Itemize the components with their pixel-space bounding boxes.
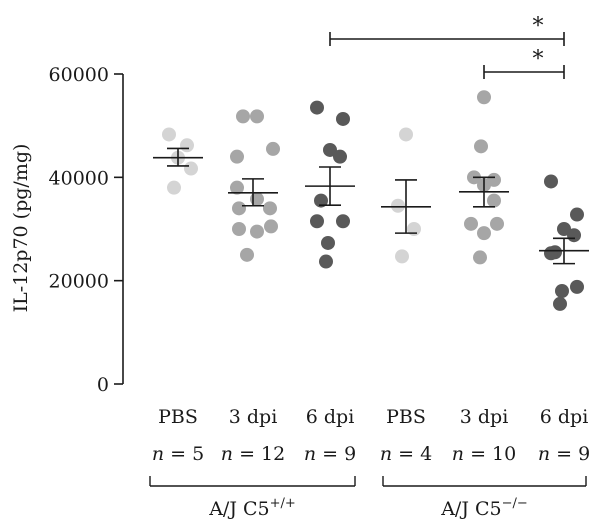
data-point <box>230 180 244 195</box>
data-point <box>473 250 487 265</box>
significance-label: * <box>533 47 544 72</box>
data-point <box>477 90 491 105</box>
data-point <box>544 174 558 189</box>
data-point <box>570 207 584 222</box>
data-point <box>167 180 181 195</box>
data-point <box>321 235 335 250</box>
significance-label: * <box>533 14 544 39</box>
data-point <box>240 247 254 262</box>
sample-size-label: n = 5 <box>152 443 204 465</box>
genotype-label: A/J C5−/− <box>440 496 528 520</box>
data-point <box>557 222 571 236</box>
y-axis: 0 20000 40000 60000 <box>49 64 124 396</box>
data-point <box>232 222 246 236</box>
data-point <box>477 226 491 241</box>
category-label: 6 dpi <box>540 406 589 428</box>
y-tick-label: 20000 <box>49 271 109 293</box>
data-point <box>236 109 250 124</box>
data-point <box>474 139 488 154</box>
sample-size-label: n = 10 <box>452 443 516 465</box>
data-point <box>395 249 409 264</box>
significance-bars: ** <box>329 14 565 79</box>
data-point <box>490 216 504 231</box>
data-point <box>314 193 328 208</box>
data-point <box>336 111 350 126</box>
sample-size-label: n = 9 <box>304 443 356 465</box>
data-point <box>180 138 194 153</box>
data-point <box>250 224 264 239</box>
category-labels: PBS n = 5 3 dpi n = 12 6 dpi n = 9 PBS n = 4 3 d… <box>152 406 590 465</box>
data-point <box>323 142 337 157</box>
y-axis-label: IL-12p70 (pg/mg) <box>10 144 32 313</box>
data-point <box>310 214 324 229</box>
data-point <box>319 254 333 269</box>
data-point <box>162 127 176 142</box>
data-marks <box>153 90 589 311</box>
category-label: 3 dpi <box>460 406 509 428</box>
data-point <box>553 296 567 311</box>
y-tick-label: 0 <box>97 374 109 396</box>
data-point <box>555 284 569 298</box>
data-point <box>399 127 413 142</box>
data-point <box>391 198 405 213</box>
data-point <box>333 149 347 164</box>
category-label: PBS <box>158 406 198 428</box>
data-point <box>310 100 324 115</box>
sample-size-label: n = 9 <box>538 443 590 465</box>
data-point <box>567 228 581 243</box>
data-point <box>570 279 584 294</box>
sample-size-label: n = 12 <box>221 443 285 465</box>
category-label: 3 dpi <box>229 406 278 428</box>
data-point <box>250 109 264 124</box>
genotype-group-labels: A/J C5+/+ A/J C5−/− <box>149 476 587 520</box>
y-tick-label: 40000 <box>49 167 109 189</box>
data-point <box>250 192 264 207</box>
category-label: PBS <box>386 406 426 428</box>
data-point <box>544 246 558 261</box>
data-point <box>487 193 501 208</box>
category-label: 6 dpi <box>306 406 355 428</box>
data-point <box>230 149 244 164</box>
y-tick-label: 60000 <box>49 64 109 86</box>
data-point <box>263 201 277 216</box>
data-point <box>264 219 278 234</box>
data-point <box>184 161 198 176</box>
data-point <box>464 216 478 231</box>
data-point <box>266 141 280 156</box>
data-point <box>336 214 350 229</box>
sample-size-label: n = 4 <box>380 443 432 465</box>
data-point <box>232 201 246 216</box>
genotype-label: A/J C5+/+ <box>208 496 296 520</box>
